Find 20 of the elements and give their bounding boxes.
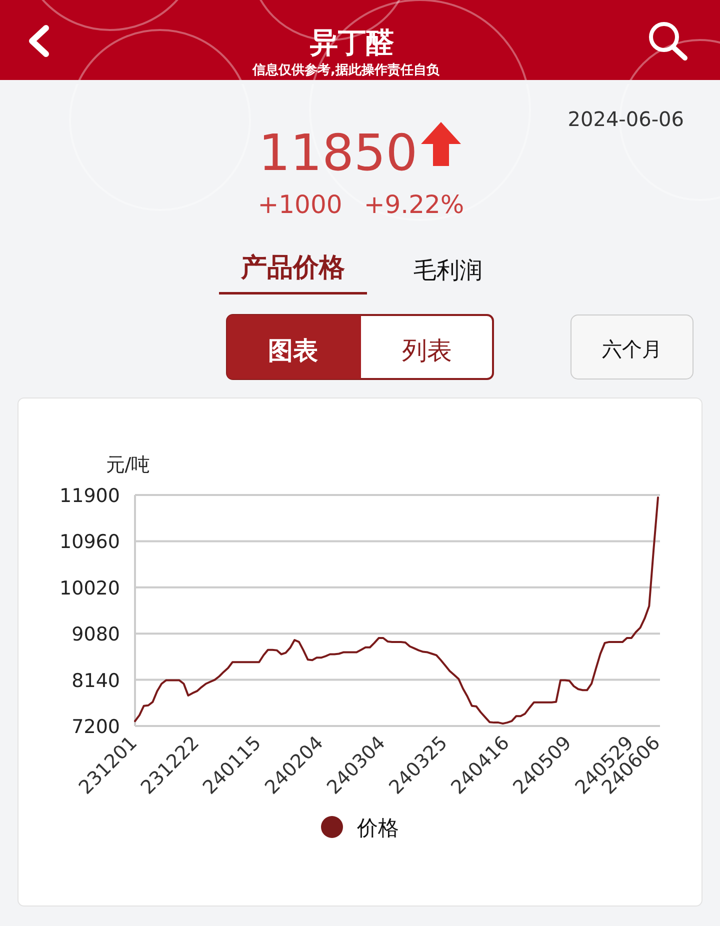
y-tick-label: 10960	[60, 531, 120, 554]
line-series	[134, 496, 659, 725]
y-tick-label: 10020	[60, 577, 120, 600]
text: 六个月	[602, 337, 662, 361]
text: +9.22%	[364, 190, 464, 219]
y-tick-label: 8140	[72, 670, 120, 692]
y-tick-label: 7200	[72, 716, 120, 738]
text: +1000	[258, 190, 342, 219]
text: 列表	[402, 336, 452, 365]
text: 2024-06-06	[568, 107, 684, 131]
text: 11850	[258, 124, 418, 182]
chart-title: 异丁醛	[309, 26, 395, 59]
chart-subtitle: 信息仅供参考,据此操作责任自负	[252, 62, 440, 78]
y-tick-label: 9080	[72, 624, 120, 646]
legend-label: 价格	[356, 816, 399, 840]
y-tick-label: 11900	[60, 485, 120, 507]
y-axis-title: 元/吨	[106, 454, 150, 476]
text: 产品价格	[240, 253, 345, 283]
text: 图表	[268, 336, 318, 365]
text: 毛利润	[414, 258, 482, 284]
